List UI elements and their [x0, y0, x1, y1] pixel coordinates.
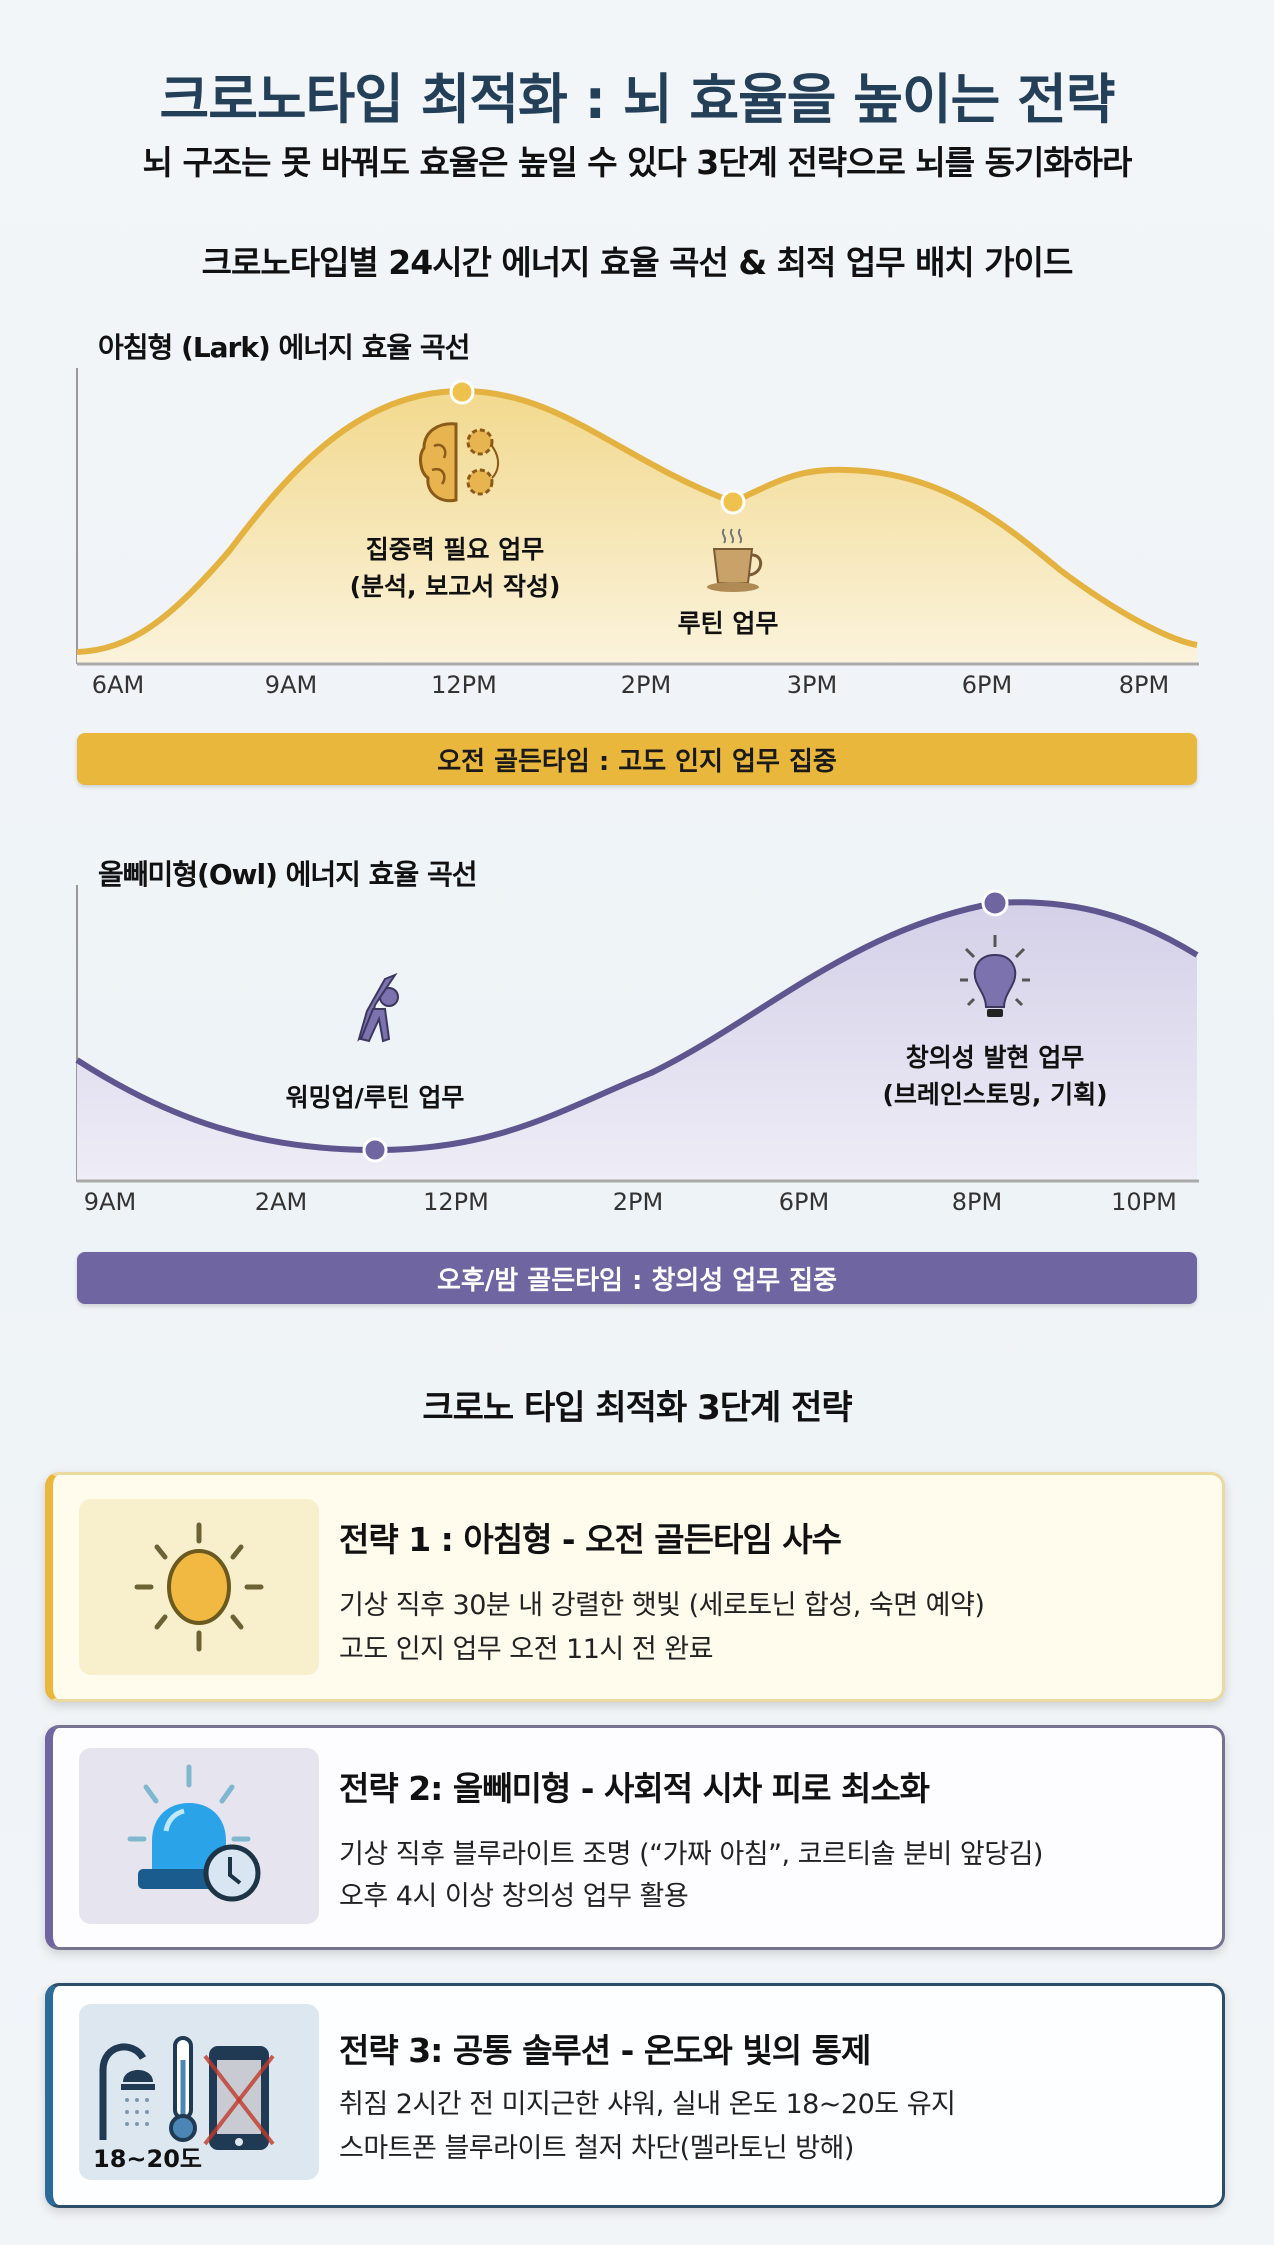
owl-tick: 9AM: [83, 1188, 137, 1216]
strategy-card-1: 전략 1 : 아침형 - 오전 골든타임 사수 기상 직후 30분 내 강렬한 …: [45, 1472, 1225, 1702]
lark-peak-label: 집중력 필요 업무 (분석, 보고서 작성): [350, 531, 561, 605]
owl-curve: [75, 899, 1199, 1154]
lark-tick: 12PM: [431, 671, 497, 699]
brain-gears-icon: [419, 422, 499, 503]
strategy-3-line-2: 스마트폰 블루라이트 철저 차단(멜라토닌 방해): [339, 2133, 854, 2164]
lark-area: [77, 391, 1197, 663]
lark-chart-title: 아침형 (Lark) 에너지 효율 곡선: [98, 331, 470, 364]
sun-icon: [134, 1522, 264, 1652]
sun-icon-box: [79, 1499, 319, 1675]
lark-tick: 3PM: [786, 671, 838, 699]
owl-chart: [75, 885, 1199, 1183]
strategy-2-line-2: 오후 4시 이상 창의성 업무 활용: [339, 1881, 689, 1912]
strategy-3-title: 전략 3: 공통 솔루션 - 온도와 빛의 통제: [339, 2031, 871, 2070]
owl-low-dot: [362, 1137, 388, 1163]
strategy-1-line-2: 고도 인지 업무 오전 11시 전 완료: [339, 1634, 713, 1665]
owl-peak-dot: [981, 889, 1009, 917]
guide-heading: 크로노타입별 24시간 에너지 효율 곡선 & 최적 업무 배치 가이드: [201, 243, 1074, 282]
lark-tick: 6AM: [91, 671, 145, 699]
owl-tick: 8PM: [951, 1188, 1003, 1216]
owl-area: [77, 902, 1197, 1181]
siren-icon-box: [79, 1748, 319, 1924]
owl-chart-title: 올빼미형(Owl) 에너지 효율 곡선: [98, 858, 477, 891]
owl-low-label: 워밍업/루틴 업무: [285, 1083, 465, 1112]
strategy-2-title: 전략 2: 올빼미형 - 사회적 시차 피로 최소화: [339, 1769, 930, 1808]
lark-golden-time-banner: 오전 골든타임 : 고도 인지 업무 집중: [77, 733, 1197, 785]
owl-golden-time-banner: 오후/밤 골든타임 : 창의성 업무 집중: [77, 1252, 1197, 1304]
lark-peak-dot: [449, 379, 475, 405]
owl-tick: 10PM: [1111, 1188, 1177, 1216]
lark-tick: 8PM: [1118, 671, 1170, 699]
owl-tick: 12PM: [423, 1188, 489, 1216]
shower-thermometer-phone-icon: [99, 2035, 275, 2150]
lark-dip-label: 루틴 업무: [677, 609, 779, 638]
common-icon-box: 18~20도: [79, 2004, 319, 2180]
stretching-person-icon: [357, 972, 399, 1043]
strategy-card-3: 18~20도 전략 3: 공통 솔루션 - 온도와 빛의 통제 취짐 2시간 전…: [45, 1983, 1225, 2208]
strategy-heading: 크로노 타입 최적화 3단계 전략: [422, 1388, 852, 1428]
strategy-2-line-1: 기상 직후 블루라이트 조명 (“가짜 아침”, 코르티솔 분비 앞당김): [339, 1839, 1043, 1870]
owl-peak-label-line2: (브레인스토밍, 기획): [882, 1080, 1108, 1109]
owl-peak-label: 창의성 발현 업무 (브레인스토밍, 기획): [882, 1039, 1107, 1113]
strategy-card-2: 전략 2: 올빼미형 - 사회적 시차 피로 최소화 기상 직후 블루라이트 조…: [45, 1725, 1225, 1950]
lark-peak-label-line2: (분석, 보고서 작성): [349, 572, 561, 601]
blue-siren-clock-icon: [127, 1764, 261, 1902]
lark-curve: [76, 387, 1198, 655]
lark-tick: 2PM: [620, 671, 672, 699]
owl-tick: 6PM: [778, 1188, 830, 1216]
lark-peak-label-line1: 집중력 필요 업무: [365, 535, 545, 564]
owl-tick: 2PM: [612, 1188, 664, 1216]
lark-dip-dot: [720, 489, 746, 515]
strategy-3-line-1: 취짐 2시간 전 미지근한 샤워, 실내 온도 18~20도 유지: [339, 2089, 956, 2120]
page-title: 크로노타입 최적화 : 뇌 효율을 높이는 전략: [159, 68, 1116, 131]
lark-chart: [76, 368, 1199, 666]
lark-tick: 6PM: [961, 671, 1013, 699]
owl-tick: 2AM: [254, 1188, 308, 1216]
coffee-cup-icon: [707, 528, 763, 592]
owl-peak-label-line1: 창의성 발현 업무: [905, 1043, 1085, 1072]
strategy-1-line-1: 기상 직후 30분 내 강렬한 햇빛 (세로토닌 합성, 숙면 예약): [339, 1590, 985, 1621]
lark-tick: 9AM: [264, 671, 318, 699]
page-subtitle: 뇌 구조는 못 바꿔도 효율은 높일 수 있다 3단계 전략으로 뇌를 동기화하…: [142, 143, 1133, 182]
strategy-1-title: 전략 1 : 아침형 - 오전 골든타임 사수: [339, 1520, 842, 1559]
lightbulb-icon: [960, 935, 1030, 1017]
temperature-caption: 18~20도: [93, 2145, 202, 2173]
